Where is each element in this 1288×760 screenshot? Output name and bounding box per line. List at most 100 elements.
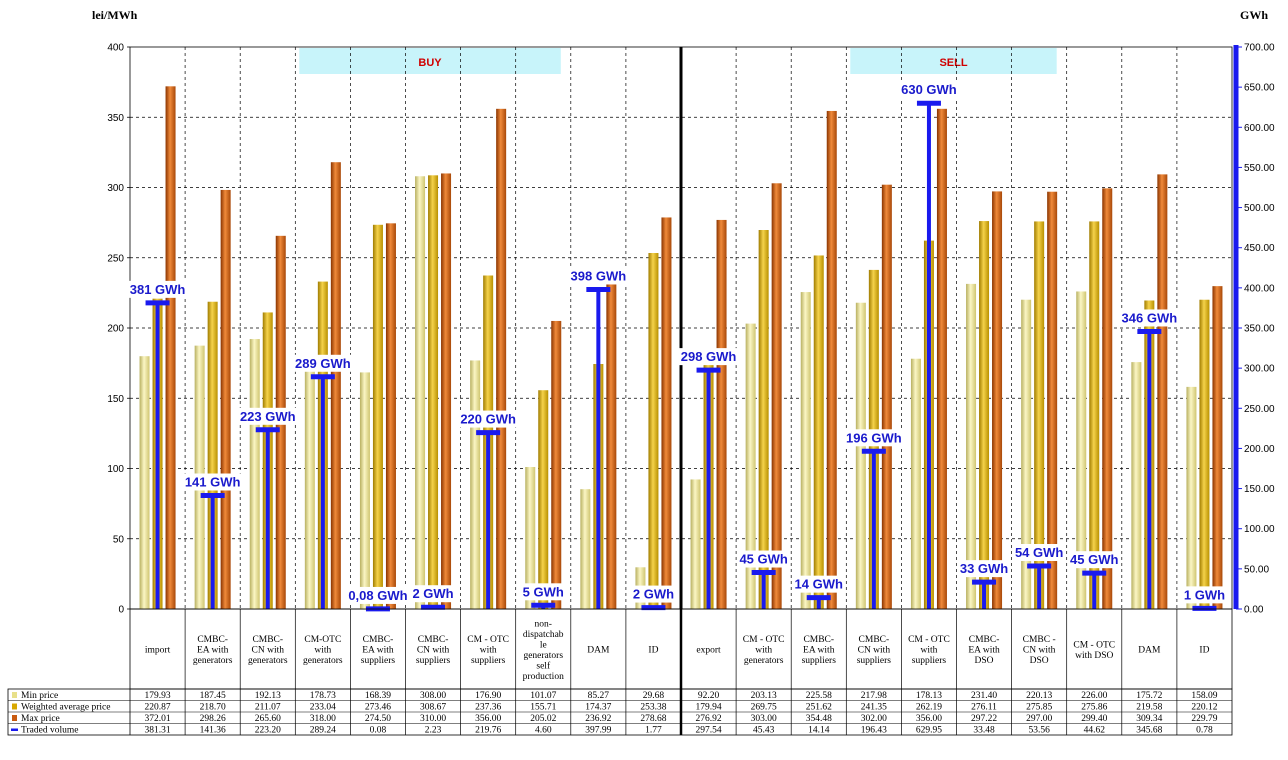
- table-cell: 229.79: [1191, 714, 1217, 724]
- traded-volume-label: 5 GWh: [523, 584, 564, 599]
- category-label: CMBC-: [197, 635, 228, 645]
- table-cell: 297.54: [695, 726, 721, 736]
- group-banner-label: BUY: [418, 57, 442, 69]
- legend-swatch: [12, 703, 17, 710]
- y-tick-label: 200: [107, 324, 124, 335]
- category-label: with: [480, 646, 497, 656]
- table-cell: 241.35: [861, 703, 887, 713]
- y2-tick-label: 0.00: [1244, 605, 1264, 616]
- category-label: CMBC-: [363, 635, 394, 645]
- weighted-average-price-bar: [979, 221, 990, 610]
- category-label: ID: [648, 646, 658, 656]
- traded-volume-label-bg: [568, 267, 628, 285]
- category-label: CMBC -: [1023, 635, 1056, 645]
- category-label: DAM: [587, 646, 610, 656]
- min-price-bar: [690, 479, 701, 609]
- table-cell: 158.09: [1191, 691, 1217, 701]
- right-axis-title: GWh: [1240, 8, 1269, 22]
- category-label: EA with: [197, 646, 229, 656]
- max-price-bar: [1212, 286, 1223, 609]
- min-price-bar: [139, 356, 150, 609]
- category-label: CM - OTC: [908, 635, 950, 645]
- table-cell: 205.02: [530, 714, 556, 724]
- traded-volume-label-bg: [737, 550, 790, 568]
- category-label: EA with: [968, 646, 1000, 656]
- category-label: DAM: [1138, 646, 1161, 656]
- table-cell: 179.93: [144, 691, 170, 701]
- min-price-bar: [800, 292, 811, 609]
- min-price-bar: [910, 358, 921, 609]
- y2-tick-label: 50.00: [1244, 564, 1269, 575]
- max-price-bar: [330, 162, 341, 609]
- category-label: generators: [248, 656, 288, 666]
- max-price-bar: [551, 320, 562, 609]
- traded-volume-label-bg: [238, 407, 298, 425]
- table-cell: 85.27: [588, 691, 610, 701]
- table-cell: 1.77: [645, 726, 662, 736]
- table-cell: 397.99: [585, 726, 611, 736]
- table-cell: 308.67: [420, 703, 446, 713]
- table-cell: 45.43: [753, 726, 775, 736]
- table-cell: 141.36: [200, 726, 226, 736]
- table-cell: 276.11: [971, 703, 997, 713]
- table-cell: 218.70: [200, 703, 226, 713]
- table-cell: 178.73: [310, 691, 336, 701]
- traded-volume-label-bg: [1182, 586, 1227, 604]
- group-banner-label: SELL: [939, 57, 967, 69]
- traded-volume-label-bg: [411, 585, 456, 603]
- min-price-bar: [855, 302, 866, 609]
- traded-volume-label-bg: [631, 585, 676, 603]
- max-price-bar: [936, 108, 947, 609]
- traded-volume-label: 298 GWh: [681, 349, 737, 364]
- table-cell: 223.20: [255, 726, 281, 736]
- table-cell: 217.98: [861, 691, 887, 701]
- legend-swatch: [12, 692, 17, 698]
- table-cell: 297.00: [1026, 714, 1052, 724]
- table-cell: 237.36: [475, 703, 501, 713]
- traded-volume-label-bg: [1013, 543, 1065, 561]
- table-cell: 178.13: [916, 691, 942, 701]
- traded-volume-label-bg: [1119, 309, 1179, 327]
- min-price-bar: [745, 323, 756, 609]
- min-price-bar: [249, 339, 260, 609]
- table-cell: 44.62: [1084, 726, 1106, 736]
- table-cell: 269.75: [751, 703, 777, 713]
- traded-volume-label: 141 GWh: [185, 475, 241, 490]
- traded-volume-label-bg: [344, 586, 412, 604]
- max-price-bar: [220, 189, 231, 609]
- table-cell: 274.50: [365, 714, 391, 724]
- category-label: with: [921, 646, 938, 656]
- weighted-average-price-bar: [428, 175, 439, 609]
- table-cell: 278.68: [640, 714, 666, 724]
- y2-tick-label: 150.00: [1244, 484, 1275, 495]
- legend-label: Max price: [21, 714, 60, 724]
- category-label: suppliers: [857, 656, 892, 666]
- weighted-average-price-bar: [538, 390, 549, 609]
- category-label: CN with: [417, 646, 450, 656]
- category-label: CMBC-: [859, 635, 890, 645]
- max-price-bar: [661, 217, 672, 610]
- weighted-average-price-bar: [1199, 299, 1210, 609]
- traded-volume-label-bg: [678, 348, 739, 366]
- max-price-bar: [385, 223, 396, 609]
- traded-volume-label: 45 GWh: [739, 552, 787, 567]
- min-price-bar: [525, 466, 536, 609]
- category-label: generators: [193, 656, 233, 666]
- table-cell: 289.24: [310, 726, 336, 736]
- max-price-bar: [165, 86, 176, 610]
- table-cell: 0.08: [370, 726, 387, 736]
- min-price-bar: [1021, 299, 1032, 609]
- category-label: suppliers: [361, 656, 396, 666]
- y2-tick-label: 400.00: [1244, 283, 1275, 294]
- traded-volume-label-bg: [958, 560, 1010, 578]
- max-price-bar: [881, 184, 892, 609]
- legend-label: Weighted average price: [21, 703, 110, 713]
- category-label: with: [755, 646, 772, 656]
- table-cell: 302.00: [861, 714, 887, 724]
- traded-volume-label-bg: [899, 81, 959, 99]
- traded-volume-label: 381 GWh: [130, 282, 186, 297]
- category-label: suppliers: [416, 656, 451, 666]
- table-cell: 219.76: [475, 726, 501, 736]
- table-cell: 101.07: [530, 691, 556, 701]
